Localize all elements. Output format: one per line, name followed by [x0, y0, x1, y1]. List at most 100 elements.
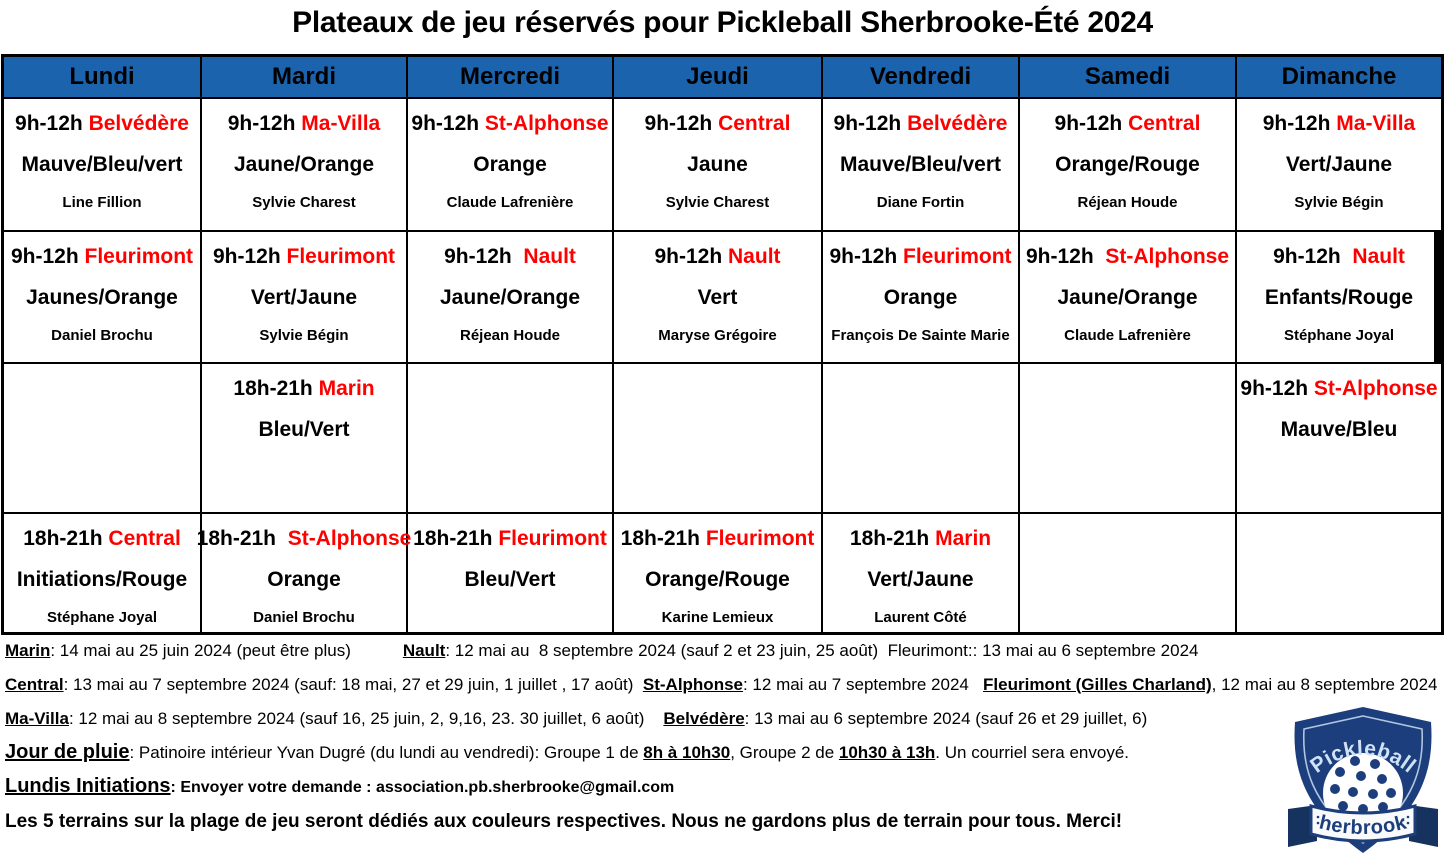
slot-colors: Jaunes/Orange [26, 286, 178, 309]
schedule-cell: 9h-12h Belvédère Mauve/Bleu/vert Diane For… [823, 99, 1020, 232]
slot-location: St-Alphonse [1313, 377, 1438, 400]
slot-time-location: 9h-12h Nault [1273, 245, 1405, 269]
slot-colors: Bleu/Vert [464, 568, 556, 591]
slot-location: Central [1128, 112, 1201, 135]
schedule-cell-empty [408, 364, 614, 514]
note-segment: Marin [5, 641, 51, 660]
note-segment: : 14 mai au 25 juin 2024 (peut être plus… [50, 641, 403, 660]
slot-location: Fleurimont [498, 527, 607, 550]
slot-time-location: 9h-12h Ma-Villa [228, 112, 381, 136]
note-segment: . Un courriel sera envoyé. [935, 743, 1129, 762]
schedule-cell: 18h-21h Marin Vert/Jaune Laurent Côté [823, 514, 1020, 632]
slot-colors: Orange/Rouge [1055, 153, 1200, 176]
slot-time: 9h-12h [644, 112, 719, 135]
note-line: Marin: 14 mai au 25 juin 2024 (peut être… [5, 640, 1443, 661]
slot-colors: Jaune/Orange [233, 153, 375, 176]
slot-time-location: 9h-12h Fleurimont [829, 245, 1011, 269]
slot-location: Marin [318, 377, 375, 400]
slot-colors: Mauve/Bleu/vert [839, 153, 1002, 176]
day-header-jeudi: Jeudi [614, 57, 823, 99]
day-header-lundi: Lundi [4, 57, 202, 99]
slot-responsible-name: Sylvie Charest [252, 194, 356, 211]
note-segment: Jour de pluie [5, 741, 130, 763]
slot-time: 9h-12h [15, 112, 89, 135]
slot-time: 18h-21h [23, 527, 109, 550]
slot-location: Nault [1352, 245, 1405, 268]
schedule-cell-empty [823, 364, 1020, 514]
schedule-cell-empty [1020, 364, 1237, 514]
slot-responsible-name: Karine Lemieux [661, 609, 774, 626]
footer-notes: Marin: 14 mai au 25 juin 2024 (peut être… [5, 640, 1443, 845]
note-segment: , Groupe 2 de [730, 743, 839, 762]
schedule-cell: 18h-21h St-Alphonse Orange Daniel Brochu [197, 514, 411, 632]
schedule-cell: 9h-12h Belvédère Mauve/Bleu/vert Line Fill… [4, 99, 202, 232]
slot-time-location: 18h-21h Marin [850, 527, 991, 551]
schedule-cell: 9h-12h Nault Jaune/Orange Réjean Houde [408, 232, 614, 364]
slot-time-location: 9h-12h Nault [654, 245, 780, 269]
note-segment: Central [5, 675, 64, 694]
day-header-mercredi: Mercredi [408, 57, 614, 99]
slot-time-location: 9h-12h St-Alphonse [1026, 245, 1229, 269]
slot-time-location: 9h-12h Central [1055, 112, 1201, 136]
schedule-cell: 9h-12h Fleurimont Orange François De Saint… [823, 232, 1020, 364]
slot-location: St-Alphonse [484, 112, 609, 135]
slot-responsible-name: Sylvie Charest [665, 194, 770, 211]
slot-location: Nault [728, 245, 781, 268]
slot-time: 9h-12h [1054, 112, 1129, 135]
note-segment: : 12 mai au 7 septembre 2024 [742, 675, 984, 694]
note-line: Ma-Villa: 12 mai au 8 septembre 2024 (sa… [5, 708, 1443, 729]
slot-time-location: 9h-12h Central [645, 112, 791, 136]
slot-time-location: 9h-12h Fleurimont [213, 245, 395, 269]
day-header-dimanche: Dimanche [1237, 57, 1441, 99]
note-segment: : 13 mai au 6 septembre 2024 (sauf 26 et… [744, 709, 1148, 728]
schedule-cell: 18h-21h Marin Bleu/Vert [202, 364, 408, 514]
note-segment: Ma-Villa [5, 709, 69, 728]
slot-time-location: 18h-21h Marin [233, 377, 374, 401]
slot-colors: Orange [473, 153, 547, 176]
slot-time-location: 9h-12h Fleurimont [11, 245, 193, 269]
slot-colors: Jaune/Orange [1057, 286, 1198, 309]
slot-time: 9h-12h [829, 245, 904, 268]
slot-time-location: 9h-12h St-Alphonse [1240, 377, 1437, 401]
slot-responsible-name: Sylvie Bégin [1294, 194, 1384, 211]
slot-time-location: 18h-21h Fleurimont [621, 527, 815, 551]
note-segment: Belvédère [663, 709, 745, 728]
slot-time: 9h-12h [1240, 377, 1314, 400]
slot-location: Central [718, 112, 791, 135]
slot-responsible-name: Daniel Brochu [51, 327, 153, 344]
slot-location: Central [108, 527, 181, 550]
slot-time-location: 18h-21h St-Alphonse [197, 527, 412, 551]
slot-responsible-name: Stéphane Joyal [1283, 327, 1395, 344]
schedule-cell: 9h-12h St-Alphonse Orange Claude Lafrenièr… [408, 99, 614, 232]
slot-colors: Vert/Jaune [250, 286, 358, 309]
slot-responsible-name: Line Fillion [62, 194, 142, 211]
slot-time: 18h-21h [849, 527, 936, 550]
slot-colors: Bleu/Vert [258, 418, 350, 441]
slot-location: St-Alphonse [287, 527, 412, 550]
schedule-cell: 9h-12h Central Orange/Rouge Réjean Houde [1020, 99, 1237, 232]
page-title: Plateaux de jeu réservés pour Pickleball… [292, 6, 1153, 39]
note-line: Les 5 terrains sur la plage de jeu seron… [5, 811, 1443, 832]
slot-time-location: 9h-12h Ma-Villa [1263, 112, 1416, 136]
note-line: Jour de pluie: Patinoire intérieur Yvan … [5, 742, 1443, 763]
slot-location: Fleurimont [705, 527, 815, 550]
slot-colors: Vert/Jaune [1285, 153, 1393, 176]
schedule-cell: 9h-12h Ma-Villa Vert/Jaune Sylvie Bégin [1237, 99, 1441, 232]
slot-responsible-name: Claude Lafrenière [1064, 327, 1191, 344]
slot-responsible-name: Stéphane Joyal [46, 609, 158, 626]
day-header-mardi: Mardi [202, 57, 408, 99]
day-header-vendredi: Vendredi [823, 57, 1020, 99]
slot-time: 9h-12h [444, 245, 524, 268]
schedule-cell: 18h-21h Fleurimont Bleu/Vert [408, 514, 614, 632]
note-segment: : Envoyer votre demande : association.pb… [170, 779, 675, 796]
slot-time: 9h-12h [212, 245, 287, 268]
note-segment: Fleurimont (Gilles Charland) [983, 675, 1212, 694]
slot-responsible-name: François De Sainte Marie [831, 327, 1010, 344]
note-line: Lundis Initiations: Envoyer votre demand… [5, 776, 1443, 798]
slot-time: 18h-21h [413, 527, 499, 550]
schedule-cell-empty [4, 364, 202, 514]
slot-time: 9h-12h [1262, 112, 1337, 135]
note-segment: : 12 mai au 8 septembre 2024 (sauf 16, 2… [68, 709, 664, 728]
schedule-table: Lundi Mardi Mercredi Jeudi Vendredi Samedi Dim… [1, 54, 1444, 635]
schedule-cell: 18h-21h Central Initiations/Rouge Stéphane… [4, 514, 202, 632]
